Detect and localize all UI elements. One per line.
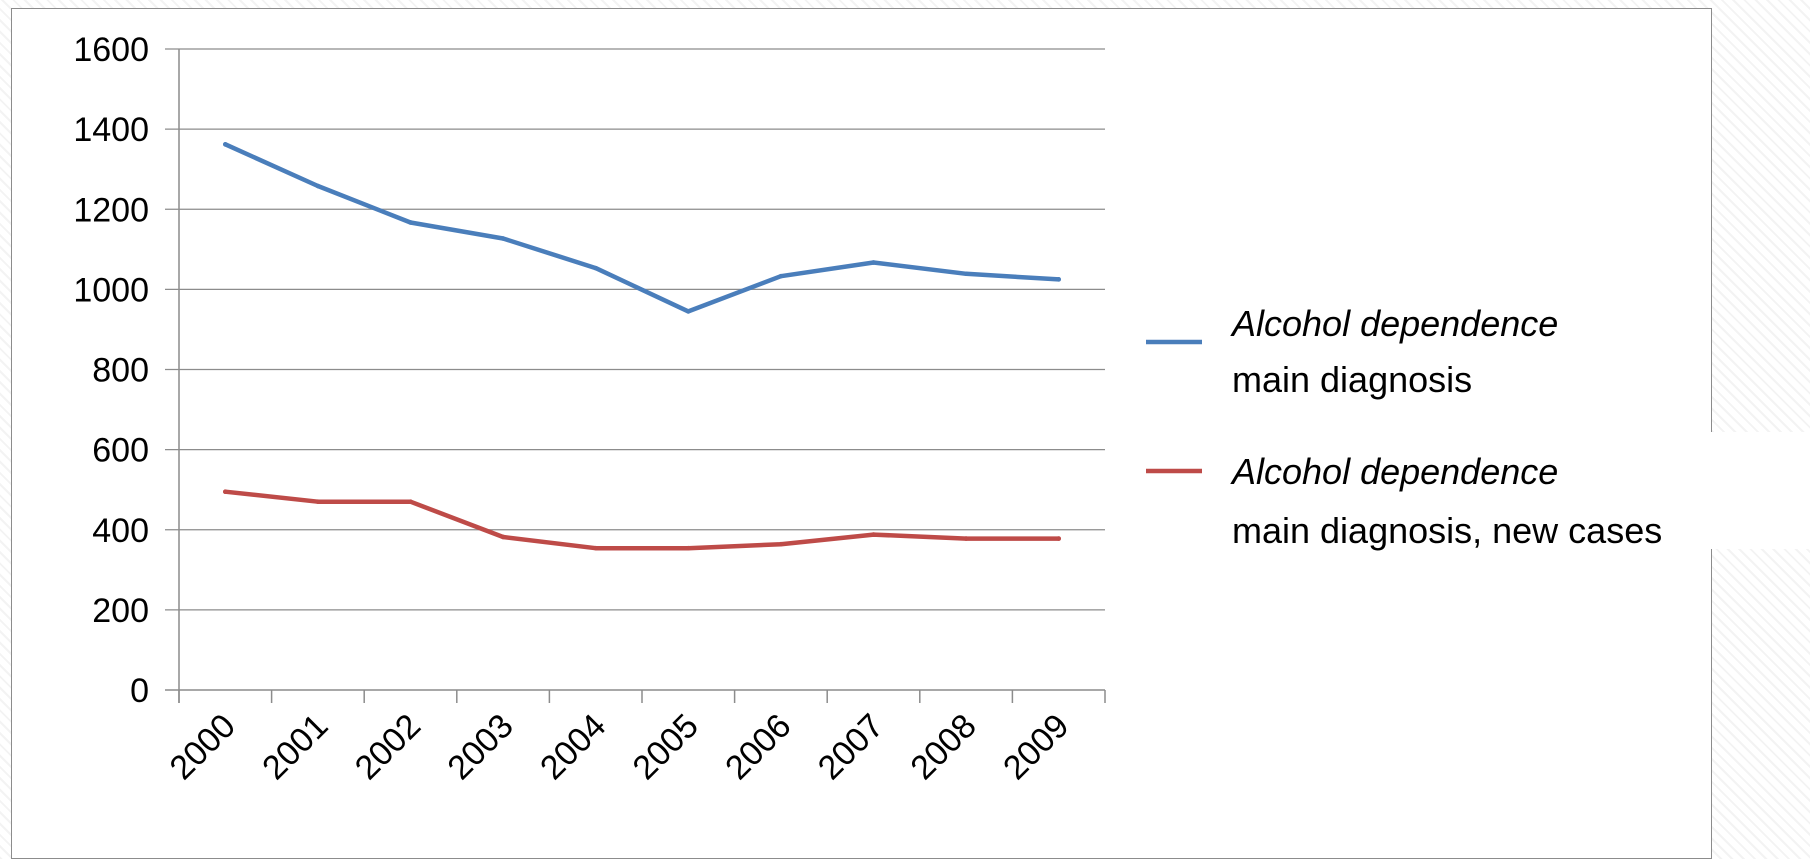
series-1-point [223,142,228,147]
series-2-point [1056,536,1061,541]
x-tick-label: 2004 [533,707,613,787]
series-2-point [500,534,506,540]
series-lines [223,142,1061,551]
series-1-point [500,236,506,241]
y-tick-label: 0 [130,672,149,710]
series-1-point [871,260,876,265]
series-line-1 [223,142,1061,314]
x-tick-label: 2001 [255,707,335,787]
x-tick-label: 2000 [163,707,243,787]
series-1-point [778,273,784,279]
axes [165,49,1106,703]
legend-label-2-line1: Alcohol dependence [1230,451,1558,492]
series-1-point [963,271,969,277]
x-tick-label: 2009 [996,707,1076,787]
y-tick-label: 200 [92,592,149,630]
chart-frame [11,8,1712,859]
series-2-point [408,499,413,505]
series-2-point [315,499,321,505]
gridlines [165,48,1105,611]
y-axis-tick-labels: 0 200 400 600 800 1000 1200 1400 1600 [73,31,149,710]
series-1-point [686,309,691,314]
series-1-point [408,220,413,225]
legend-label-1-line1: Alcohol dependence [1230,303,1558,344]
series-2-point [778,541,784,547]
x-tick-label: 2008 [903,707,983,787]
series-line-2 [223,489,1061,551]
x-tick-label: 2003 [440,707,520,787]
y-tick-label: 1600 [73,31,149,69]
series-2-point [686,545,691,551]
series-2-point [871,532,876,537]
legend-overflow-backdrop [1701,432,1810,549]
y-tick-label: 1400 [73,111,149,149]
y-tick-label: 1000 [73,271,149,309]
x-tick-label: 2007 [811,707,891,787]
x-tick-label: 2006 [718,707,798,787]
series-2-point [963,536,969,541]
legend-label-1-line2: main diagnosis [1232,359,1472,400]
legend-label-2-line2: main diagnosis, new cases [1232,510,1662,551]
x-tick-label: 2005 [626,707,706,787]
series-1-point [1056,277,1061,282]
y-tick-label: 400 [92,512,149,550]
series-2-point [223,489,228,494]
x-tick-label: 2002 [348,707,428,787]
series-1-point [593,265,598,271]
y-tick-label: 600 [92,432,149,470]
legend: Alcohol dependence main diagnosis Alcohol … [1146,303,1662,551]
series-2-point [593,545,598,551]
x-axis-tick-labels: 2000 2001 2002 2003 2004 2005 2006 2007 2008 2009 [163,707,1077,787]
y-tick-label: 1200 [73,191,149,229]
y-tick-label: 800 [92,352,149,390]
series-1-point [315,183,321,189]
